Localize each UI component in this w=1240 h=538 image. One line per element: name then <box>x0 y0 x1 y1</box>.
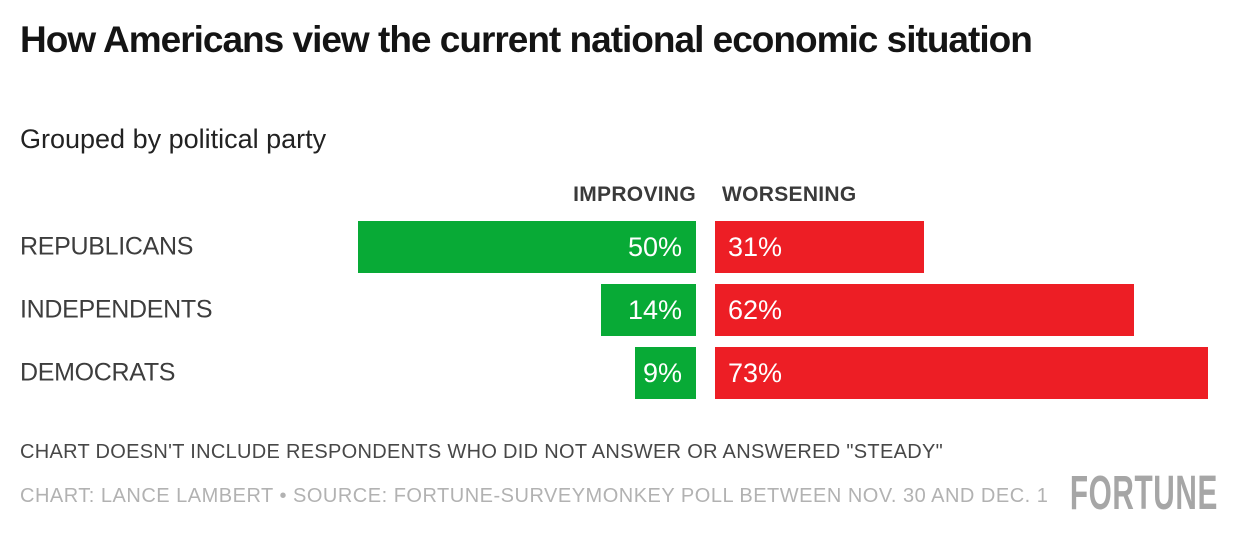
chart-title: How Americans view the current national … <box>20 19 1033 60</box>
category-label: INDEPENDENTS <box>20 295 213 324</box>
improving-column-header: IMPROVING <box>573 183 696 206</box>
chart-subtitle: Grouped by political party <box>20 124 327 154</box>
improving-bar: 50% <box>358 221 696 273</box>
improving-value-label: 50% <box>627 231 682 262</box>
worsening-bar: 62% <box>715 284 1134 336</box>
fortune-logo: FORTUNE <box>1069 467 1218 520</box>
improving-bar: 9% <box>635 347 696 399</box>
improving-bar: 14% <box>601 284 696 336</box>
improving-value-label: 9% <box>642 357 682 388</box>
chart-row: REPUBLICANS 50% 31% <box>0 221 1240 273</box>
credit-line: CHART: LANCE LAMBERT • SOURCE: FORTUNE-S… <box>20 485 1049 507</box>
chart-rows: REPUBLICANS 50% 31% INDEPENDENTS 14% 62% DEMOC… <box>0 221 1240 401</box>
worsening-bar: 31% <box>715 221 924 273</box>
category-label: DEMOCRATS <box>20 358 176 387</box>
worsening-value-label: 73% <box>728 357 783 388</box>
footnote: CHART DOESN'T INCLUDE RESPONDENTS WHO DI… <box>20 441 944 463</box>
worsening-column-header: WORSENING <box>722 183 857 206</box>
category-label: REPUBLICANS <box>20 232 194 261</box>
chart-row: INDEPENDENTS 14% 62% <box>0 284 1240 336</box>
improving-value-label: 14% <box>627 294 682 325</box>
worsening-value-label: 31% <box>728 231 783 262</box>
chart-row: DEMOCRATS 9% 73% <box>0 347 1240 399</box>
worsening-bar: 73% <box>715 347 1208 399</box>
worsening-value-label: 62% <box>728 294 783 325</box>
